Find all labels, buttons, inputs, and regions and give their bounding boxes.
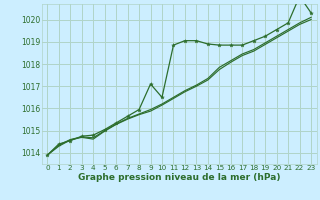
X-axis label: Graphe pression niveau de la mer (hPa): Graphe pression niveau de la mer (hPa) — [78, 173, 280, 182]
